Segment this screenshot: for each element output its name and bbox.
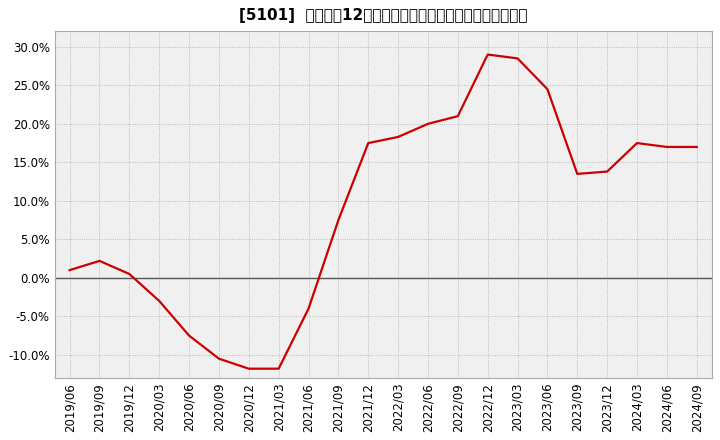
Title: [5101]  売上高の12か月移動合計の対前年同期増減率の推移: [5101] 売上高の12か月移動合計の対前年同期増減率の推移 — [239, 8, 528, 23]
